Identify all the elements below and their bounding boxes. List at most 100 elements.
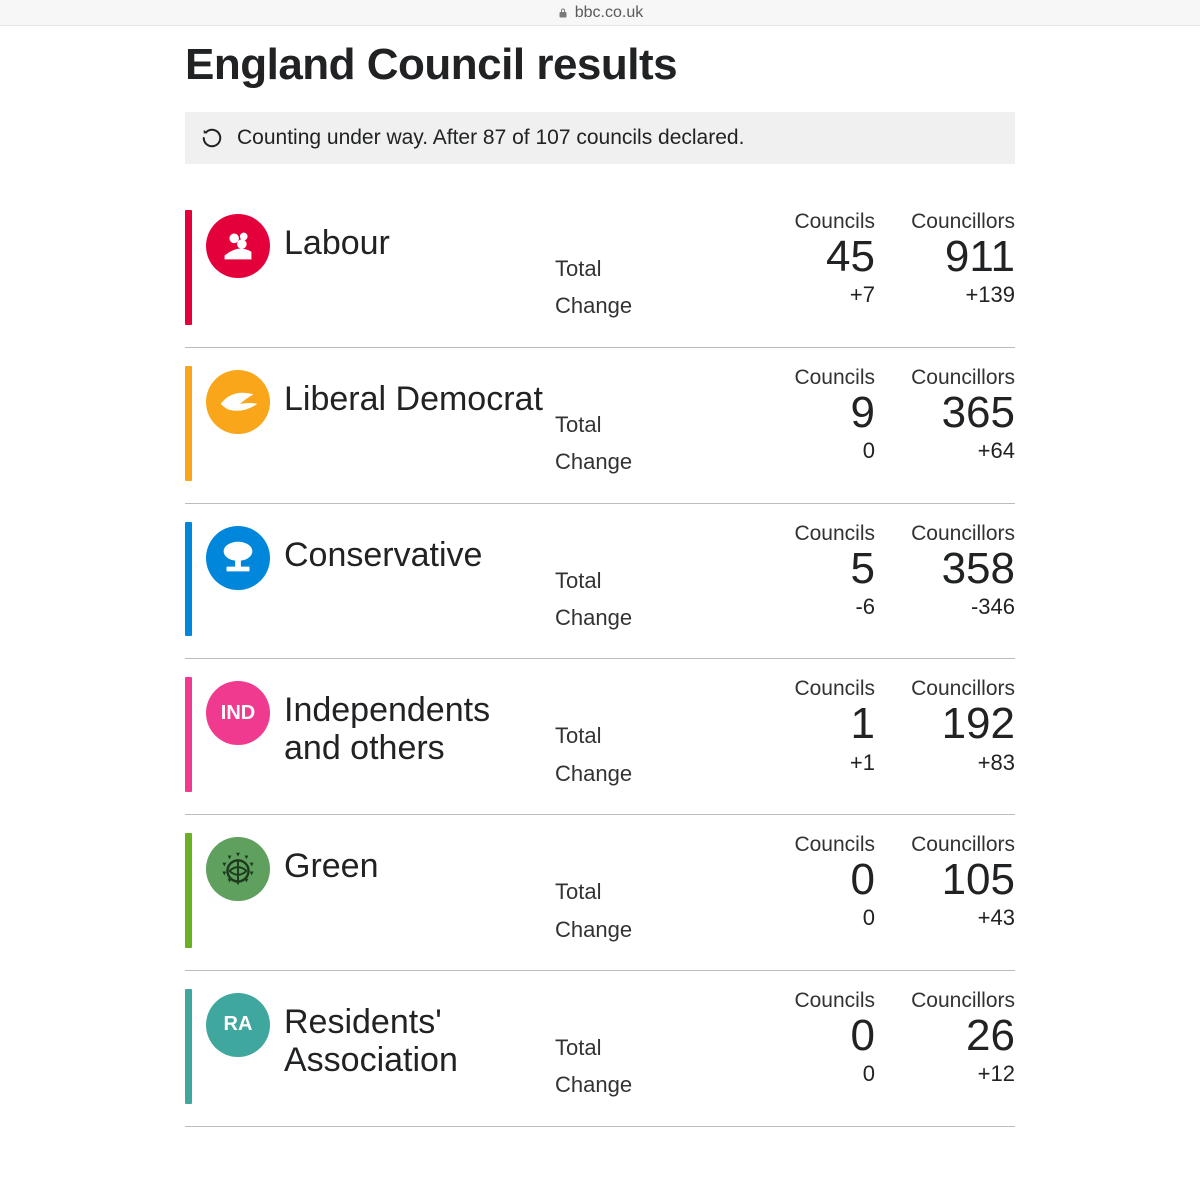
councils-total: 45 [735, 234, 875, 280]
councils-total: 0 [735, 857, 875, 903]
councils-change: 0 [735, 1061, 875, 1087]
party-row-labour: Labour TotalChangeCouncils45+7Councillors… [185, 192, 1015, 348]
councillors-change: +12 [875, 1061, 1015, 1087]
councils-change: -6 [735, 594, 875, 620]
change-label: Change [555, 1066, 735, 1103]
party-row-green: GreenTotalChangeCouncils00Councillors105… [185, 815, 1015, 971]
party-metrics: TotalChangeCouncils45+7Councillors911+13… [555, 210, 1015, 325]
councils-column: Councils90 [735, 366, 875, 481]
councillors-header: Councillors [875, 677, 1015, 701]
councils-header: Councils [735, 366, 875, 390]
party-logo-icon [206, 370, 270, 434]
party-row-residents: RAResidents' AssociationTotalChangeCounc… [185, 971, 1015, 1127]
total-label: Total [555, 406, 735, 443]
councillors-total: 192 [875, 701, 1015, 747]
metric-row-labels: TotalChange [555, 989, 735, 1104]
change-label: Change [555, 443, 735, 480]
councillors-header: Councillors [875, 833, 1015, 857]
party-logo-icon: RA [206, 993, 270, 1057]
party-logo-icon: IND [206, 681, 270, 745]
councils-total: 5 [735, 546, 875, 592]
party-name: Independents and others [284, 681, 555, 767]
total-label: Total [555, 1029, 735, 1066]
metric-row-labels: TotalChange [555, 522, 735, 637]
party-name: Labour [284, 214, 390, 262]
party-metrics: TotalChangeCouncils00Councillors105+43 [555, 833, 1015, 948]
councillors-total: 105 [875, 857, 1015, 903]
party-color-bar [185, 989, 192, 1104]
councils-column: Councils00 [735, 989, 875, 1104]
party-color-bar [185, 833, 192, 948]
party-identity: IND Independents and others [206, 677, 555, 792]
councillors-header: Councillors [875, 366, 1015, 390]
party-metrics: TotalChangeCouncils1+1Councillors192+83 [555, 677, 1015, 792]
councillors-change: +83 [875, 750, 1015, 776]
party-color-bar [185, 366, 192, 481]
change-label: Change [555, 755, 735, 792]
councils-header: Councils [735, 210, 875, 234]
councils-column: Councils45+7 [735, 210, 875, 325]
councils-change: +7 [735, 282, 875, 308]
party-logo-icon [206, 837, 270, 901]
party-name: Liberal Democrat [284, 370, 543, 418]
party-logo-text: IND [221, 702, 255, 725]
total-label: Total [555, 873, 735, 910]
status-text: Counting under way. After 87 of 107 coun… [237, 126, 744, 150]
party-logo-icon [206, 526, 270, 590]
party-identity: RA Residents' Association [206, 989, 555, 1104]
councils-change: 0 [735, 438, 875, 464]
councillors-total: 365 [875, 390, 1015, 436]
councillors-change: -346 [875, 594, 1015, 620]
councils-column: Councils1 +1 [735, 677, 875, 792]
councillors-column: Councillors192 +83 [875, 677, 1015, 792]
councils-column: Councils5-6 [735, 522, 875, 637]
councils-column: Councils00 [735, 833, 875, 948]
councillors-total: 911 [875, 234, 1015, 280]
councillors-change: +64 [875, 438, 1015, 464]
status-banner: Counting under way. After 87 of 107 coun… [185, 112, 1015, 164]
councils-change: +1 [735, 750, 875, 776]
results-content: England Council results Counting under w… [185, 26, 1015, 1127]
party-name: Conservative [284, 526, 482, 574]
councils-change: 0 [735, 905, 875, 931]
councils-total: 9 [735, 390, 875, 436]
change-label: Change [555, 911, 735, 948]
change-label: Change [555, 599, 735, 636]
party-logo-icon [206, 214, 270, 278]
party-color-bar [185, 210, 192, 325]
party-color-bar [185, 522, 192, 637]
councils-header: Councils [735, 677, 875, 701]
party-name: Residents' Association [284, 993, 555, 1079]
councillors-change: +139 [875, 282, 1015, 308]
total-label: Total [555, 717, 735, 754]
party-metrics: TotalChangeCouncils5-6Councillors358-346 [555, 522, 1015, 637]
address-bar-domain: bbc.co.uk [575, 4, 643, 22]
councillors-column: Councillors911+139 [875, 210, 1015, 325]
party-identity: Liberal Democrat [206, 366, 555, 481]
party-metrics: TotalChangeCouncils90Councillors365+64 [555, 366, 1015, 481]
councillors-column: Councillors358-346 [875, 522, 1015, 637]
metric-row-labels: TotalChange [555, 210, 735, 325]
councils-total: 1 [735, 701, 875, 747]
councillors-column: Councillors26+12 [875, 989, 1015, 1104]
metric-row-labels: TotalChange [555, 366, 735, 481]
councillors-total: 358 [875, 546, 1015, 592]
party-identity: Green [206, 833, 555, 948]
party-row-conservative: Conservative TotalChangeCouncils5-6Counci… [185, 504, 1015, 660]
party-identity: Labour [206, 210, 555, 325]
councils-total: 0 [735, 1013, 875, 1059]
party-metrics: TotalChangeCouncils00Councillors26+12 [555, 989, 1015, 1104]
party-logo-text: RA [224, 1013, 253, 1036]
browser-address-bar[interactable]: bbc.co.uk [0, 0, 1200, 26]
councils-header: Councils [735, 833, 875, 857]
party-color-bar [185, 677, 192, 792]
party-list: LabourTotalChangeCouncils45+7Councillors… [185, 192, 1015, 1127]
councillors-header: Councillors [875, 522, 1015, 546]
change-label: Change [555, 287, 735, 324]
metric-row-labels: TotalChange [555, 833, 735, 948]
party-identity: Conservative [206, 522, 555, 637]
councillors-header: Councillors [875, 989, 1015, 1013]
party-row-independents: INDIndependents and othersTotalChangeCou… [185, 659, 1015, 815]
party-name: Green [284, 837, 379, 885]
metric-row-labels: TotalChange [555, 677, 735, 792]
